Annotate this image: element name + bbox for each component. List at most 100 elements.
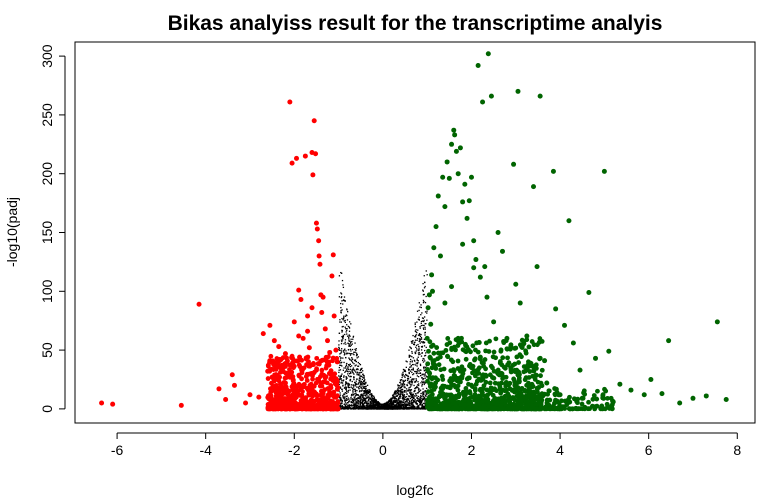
up-point bbox=[427, 374, 432, 380]
down-point bbox=[293, 394, 299, 400]
up-point bbox=[453, 148, 459, 154]
ns-point bbox=[401, 403, 403, 405]
ns-point bbox=[410, 389, 413, 391]
ns-point bbox=[409, 366, 411, 368]
ns-point bbox=[347, 408, 349, 410]
ns-point bbox=[406, 393, 408, 395]
up-point bbox=[516, 378, 522, 384]
up-point bbox=[488, 93, 494, 99]
up-point bbox=[579, 395, 585, 401]
up-point bbox=[501, 364, 507, 370]
ns-point bbox=[361, 393, 363, 395]
ns-point bbox=[356, 383, 358, 386]
ns-point bbox=[426, 393, 428, 396]
ns-point bbox=[356, 405, 359, 407]
ns-point bbox=[375, 399, 377, 401]
down-point bbox=[335, 399, 341, 404]
ns-point bbox=[421, 345, 424, 348]
down-point bbox=[295, 406, 301, 412]
ns-point bbox=[360, 387, 362, 389]
ns-point bbox=[425, 346, 427, 349]
ns-point bbox=[411, 405, 414, 407]
ns-point bbox=[408, 382, 411, 384]
up-point bbox=[484, 294, 490, 300]
ns-point bbox=[352, 386, 355, 388]
up-point bbox=[512, 367, 518, 373]
ns-point bbox=[410, 390, 412, 392]
up-point bbox=[493, 336, 499, 342]
ns-point bbox=[388, 402, 390, 405]
ns-point bbox=[403, 391, 405, 393]
ns-point bbox=[341, 381, 343, 383]
up-point bbox=[606, 348, 612, 354]
up-point bbox=[463, 385, 469, 391]
ns-point bbox=[376, 401, 378, 403]
ns-point bbox=[423, 355, 426, 357]
ns-point bbox=[356, 390, 358, 392]
up-point bbox=[566, 218, 572, 224]
up-point bbox=[533, 372, 539, 378]
up-point bbox=[451, 127, 457, 133]
ns-point bbox=[384, 402, 387, 404]
up-point bbox=[595, 388, 600, 394]
ns-point bbox=[339, 359, 342, 361]
ns-point bbox=[422, 398, 425, 401]
ns-point bbox=[382, 403, 384, 406]
ns-point bbox=[416, 321, 418, 323]
ns-point bbox=[400, 384, 402, 386]
ns-point bbox=[421, 382, 424, 384]
up-point bbox=[449, 347, 454, 352]
ns-point bbox=[396, 391, 399, 394]
up-point bbox=[487, 388, 493, 393]
ns-point bbox=[344, 370, 347, 372]
up-point bbox=[514, 354, 520, 360]
ns-point bbox=[393, 406, 395, 409]
ns-point bbox=[347, 406, 349, 408]
up-point bbox=[517, 372, 522, 377]
ns-point bbox=[401, 408, 404, 410]
ns-point bbox=[338, 366, 341, 369]
ns-point bbox=[362, 398, 364, 400]
ns-point bbox=[420, 395, 422, 397]
up-point bbox=[504, 387, 509, 393]
up-point bbox=[452, 132, 458, 138]
ns-point bbox=[408, 380, 411, 383]
ns-point bbox=[361, 399, 364, 401]
ns-point bbox=[362, 383, 364, 385]
down-point bbox=[317, 261, 323, 267]
ns-point bbox=[347, 311, 349, 313]
up-point bbox=[641, 392, 647, 398]
ns-point bbox=[418, 370, 420, 372]
ns-point bbox=[352, 336, 354, 338]
up-point bbox=[444, 342, 450, 347]
ns-point bbox=[409, 346, 411, 348]
up-point bbox=[428, 321, 434, 327]
ns-point bbox=[371, 394, 373, 397]
down-point bbox=[265, 368, 271, 374]
up-point bbox=[723, 396, 729, 402]
ns-point bbox=[415, 407, 417, 410]
ns-point bbox=[357, 403, 360, 405]
ns-point bbox=[369, 403, 371, 405]
ns-point bbox=[408, 390, 410, 392]
ns-point bbox=[424, 366, 427, 369]
ns-point bbox=[396, 408, 398, 410]
ns-point bbox=[407, 404, 409, 406]
ns-point bbox=[350, 338, 352, 340]
ns-point bbox=[400, 380, 402, 382]
ns-point bbox=[412, 367, 414, 369]
ns-point bbox=[360, 380, 363, 383]
ns-point bbox=[355, 360, 358, 363]
ns-point bbox=[422, 342, 424, 344]
ns-point bbox=[424, 326, 426, 328]
ns-point bbox=[425, 387, 428, 390]
ns-point bbox=[366, 407, 369, 409]
ns-point bbox=[339, 396, 341, 398]
ns-point bbox=[412, 334, 414, 337]
ns-point bbox=[409, 401, 411, 403]
down-point bbox=[335, 393, 340, 399]
ns-point bbox=[370, 408, 372, 410]
up-point bbox=[547, 397, 553, 403]
ns-point bbox=[393, 398, 396, 400]
up-point bbox=[477, 354, 483, 360]
